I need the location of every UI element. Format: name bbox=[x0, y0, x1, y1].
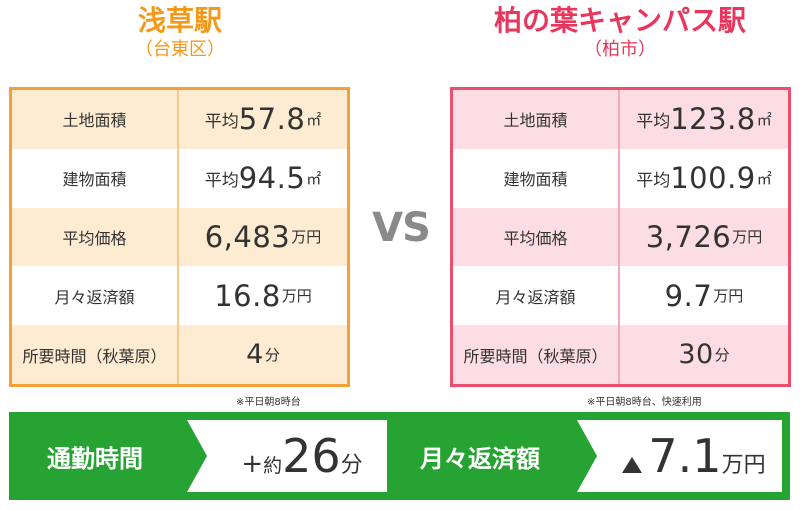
row-value: 平均 57.8 ㎡ bbox=[179, 90, 347, 149]
table-row: 所要時間（秋葉原） 30 分 bbox=[453, 325, 788, 384]
left-comparison-table: 土地面積 平均 57.8 ㎡ 建物面積 平均 94.5 ㎡ 平均価格 6,483 万円 月… bbox=[9, 87, 350, 387]
triangle-up-icon bbox=[622, 457, 643, 473]
row-value: 3,726 万円 bbox=[620, 208, 788, 267]
value-unit: 万円 bbox=[732, 228, 763, 247]
value-number: 30 bbox=[678, 339, 714, 371]
table-row: 月々返済額 9.7 万円 bbox=[453, 266, 788, 326]
right-station-title: 柏の葉キャンパス駅 （柏市） bbox=[450, 4, 790, 62]
value-number: 16.8 bbox=[214, 278, 281, 313]
value-prefix: 平均 bbox=[636, 111, 671, 132]
row-label: 土地面積 bbox=[453, 90, 620, 149]
value-number: 6,483 bbox=[204, 219, 291, 254]
value-prefix: 平均 bbox=[204, 111, 239, 132]
table-row: 建物面積 平均 94.5 ㎡ bbox=[12, 148, 347, 208]
row-label: 月々返済額 bbox=[453, 266, 620, 326]
value-number: 57.8 bbox=[238, 102, 306, 137]
table-row: 平均価格 6,483 万円 bbox=[12, 207, 347, 267]
table-row: 建物面積 平均 100.9 ㎡ bbox=[453, 148, 788, 208]
monthly-value-box: 7.1 万円 bbox=[577, 420, 782, 492]
value-unit: 万円 bbox=[281, 287, 312, 306]
value-number: 94.5 bbox=[238, 161, 306, 196]
value-unit: ㎡ bbox=[756, 169, 772, 188]
monthly-value: 7.1 万円 bbox=[609, 420, 779, 492]
row-value: 6,483 万円 bbox=[179, 208, 347, 267]
value-unit: ㎡ bbox=[756, 110, 772, 129]
row-value: 平均 100.9 ㎡ bbox=[620, 149, 788, 208]
left-footnote: ※平日朝8時台 bbox=[236, 397, 301, 408]
summary-banner: 通勤時間 + 約 26 分 月々返済額 7.1 万円 bbox=[9, 412, 790, 500]
row-value: 平均 94.5 ㎡ bbox=[179, 149, 347, 208]
row-label: 所要時間（秋葉原） bbox=[12, 325, 179, 384]
right-station-ward: （柏市） bbox=[584, 39, 656, 60]
row-value: 平均 123.8 ㎡ bbox=[620, 90, 788, 149]
row-value: 30 分 bbox=[620, 325, 788, 384]
value-unit: 分 bbox=[264, 346, 280, 365]
row-value: 16.8 万円 bbox=[179, 266, 347, 325]
left-station-ward: （台東区） bbox=[135, 39, 225, 60]
value-number: 100.9 bbox=[670, 161, 756, 196]
table-row: 平均価格 3,726 万円 bbox=[453, 207, 788, 267]
value-unit: 分 bbox=[714, 346, 730, 365]
value-number: 123.8 bbox=[670, 102, 756, 137]
left-station-name: 浅草駅 bbox=[137, 4, 222, 37]
value-number: 3,726 bbox=[645, 219, 732, 254]
row-label: 平均価格 bbox=[453, 207, 620, 267]
right-footnote: ※平日朝8時台、快速利用 bbox=[587, 397, 702, 408]
value-number: 4 bbox=[246, 339, 264, 371]
table-row: 土地面積 平均 123.8 ㎡ bbox=[453, 90, 788, 149]
value-unit: ㎡ bbox=[306, 169, 322, 188]
commute-time-label: 通勤時間 bbox=[47, 444, 143, 473]
commute-approx: 約 bbox=[263, 455, 283, 477]
commute-number: 26 bbox=[282, 429, 341, 483]
value-prefix: 平均 bbox=[636, 170, 671, 191]
monthly-number: 7.1 bbox=[648, 429, 722, 483]
table-row: 土地面積 平均 57.8 ㎡ bbox=[12, 90, 347, 149]
commute-plus: + bbox=[241, 449, 264, 479]
versus-label: VS bbox=[372, 205, 431, 251]
value-prefix: 平均 bbox=[204, 170, 239, 191]
value-unit: ㎡ bbox=[306, 110, 322, 129]
commute-unit: 分 bbox=[340, 453, 363, 478]
row-label: 建物面積 bbox=[453, 148, 620, 208]
monthly-unit: 万円 bbox=[721, 453, 766, 478]
value-unit: 万円 bbox=[713, 287, 744, 306]
commute-value: + 約 26 分 bbox=[217, 420, 387, 492]
row-label: 月々返済額 bbox=[12, 266, 179, 326]
value-number: 9.7 bbox=[664, 278, 713, 313]
row-label: 平均価格 bbox=[12, 207, 179, 267]
row-label: 土地面積 bbox=[12, 90, 179, 149]
left-station-title: 浅草駅 （台東区） bbox=[10, 4, 350, 62]
row-value: 9.7 万円 bbox=[620, 266, 788, 325]
table-row: 月々返済額 16.8 万円 bbox=[12, 266, 347, 326]
right-comparison-table: 土地面積 平均 123.8 ㎡ 建物面積 平均 100.9 ㎡ 平均価格 3,726 万円… bbox=[450, 87, 791, 387]
row-label: 建物面積 bbox=[12, 148, 179, 208]
commute-value-box: + 約 26 分 bbox=[187, 420, 387, 492]
row-label: 所要時間（秋葉原） bbox=[453, 325, 620, 384]
value-unit: 万円 bbox=[291, 228, 322, 247]
right-station-name: 柏の葉キャンパス駅 bbox=[493, 4, 746, 37]
monthly-payment-label: 月々返済額 bbox=[420, 444, 540, 473]
